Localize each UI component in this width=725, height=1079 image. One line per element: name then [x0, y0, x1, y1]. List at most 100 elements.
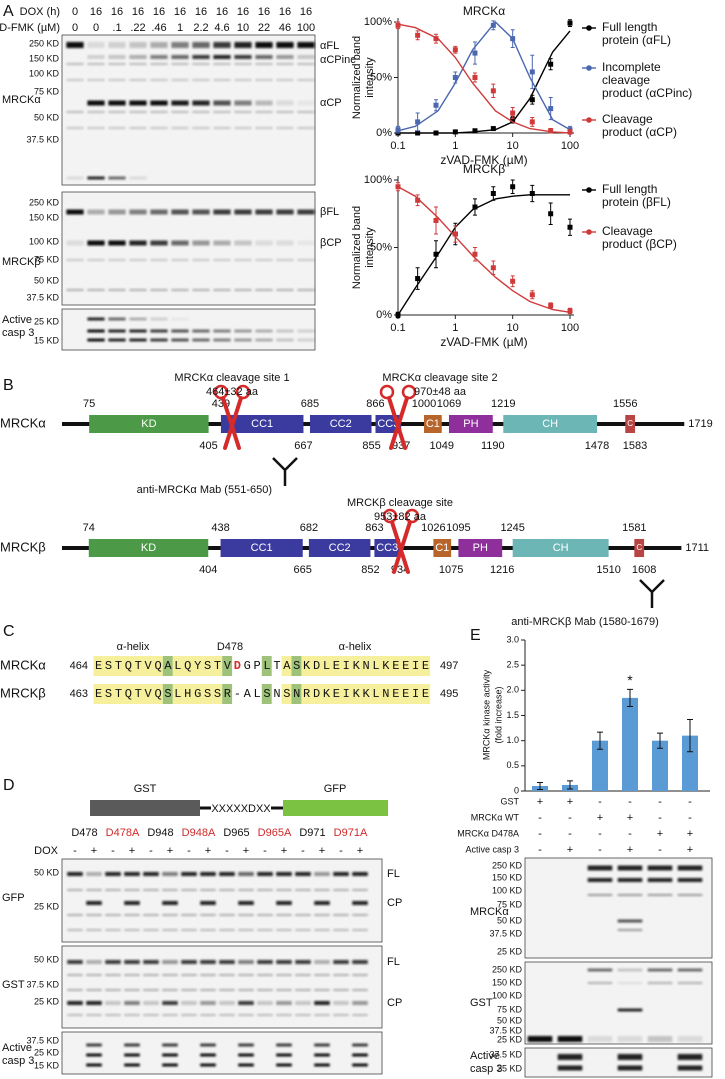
point [548, 61, 554, 67]
band [333, 1001, 349, 1005]
band [276, 79, 294, 81]
domain [88, 539, 209, 557]
marker-label: 75 KD [34, 86, 60, 96]
band [87, 63, 105, 65]
domain-name: CC2 [329, 542, 351, 554]
conserved-highlight [162, 684, 173, 704]
y-tick-label: 50% [370, 71, 392, 83]
band [617, 929, 643, 931]
band [257, 914, 273, 916]
helix-highlight [133, 684, 143, 704]
band [129, 100, 147, 106]
band [213, 63, 231, 65]
band-label: αCPinc [320, 54, 356, 66]
legend-label: Incomplete [602, 60, 661, 74]
residue: S [214, 687, 224, 701]
band [105, 989, 121, 991]
band [314, 1063, 330, 1067]
residue-number: 1556 [613, 398, 637, 410]
point [490, 126, 496, 132]
band [108, 338, 126, 342]
residue: T [115, 687, 125, 701]
residue: E [422, 687, 432, 701]
legend-label: protein (αFL) [602, 33, 671, 47]
condition-sign: - [688, 796, 692, 808]
band [192, 111, 210, 113]
residue: K [323, 687, 333, 701]
domain-name: C [636, 543, 642, 552]
band [213, 289, 231, 291]
condition-sign: + [567, 796, 573, 808]
band [352, 1014, 368, 1016]
band [171, 63, 189, 65]
residue: L [174, 687, 184, 701]
domain-name: PH [473, 542, 488, 554]
band [105, 1014, 121, 1016]
band [150, 100, 168, 106]
dox-sign: + [243, 845, 249, 857]
band [181, 889, 197, 891]
legend-label: protein (βFL) [602, 195, 671, 209]
scissors-handle [213, 384, 229, 400]
band [171, 79, 189, 81]
band [124, 889, 140, 891]
helix-highlight [182, 656, 193, 676]
residue: D [313, 687, 323, 701]
band [276, 289, 294, 291]
band [333, 872, 349, 876]
helix-highlight [93, 684, 104, 704]
band [295, 1014, 311, 1016]
blot-label: MRCKα [2, 94, 41, 106]
error-bar [687, 719, 693, 753]
zvad-value: 2.2 [193, 22, 208, 34]
band [617, 894, 643, 896]
y-tick-label: 0.5 [506, 760, 519, 770]
band [67, 872, 83, 876]
band [66, 240, 84, 246]
band [617, 982, 643, 984]
dox-value: 16 [216, 6, 228, 18]
band [124, 1053, 140, 1057]
y-axis-label: intensity [364, 227, 376, 268]
band [297, 63, 315, 65]
band [200, 901, 216, 905]
band [171, 55, 189, 59]
band [87, 289, 105, 291]
helix-highlight [410, 684, 421, 704]
band [234, 63, 252, 65]
band [108, 176, 126, 180]
band [647, 1036, 673, 1042]
residue: T [273, 659, 283, 673]
band [87, 100, 105, 106]
band [87, 42, 105, 48]
band [87, 329, 105, 333]
band [257, 872, 273, 876]
marker-label: 150 KD [29, 212, 60, 222]
residue: K [382, 659, 392, 673]
band [255, 240, 273, 246]
band [181, 929, 197, 931]
condition-sign: - [598, 796, 602, 808]
domain [433, 539, 452, 557]
site-range: 953±82 aa [374, 511, 427, 523]
band [143, 914, 159, 916]
helix-highlight [192, 684, 203, 704]
dox-sign: + [319, 845, 325, 857]
residue-number: 1216 [490, 564, 514, 576]
helix-highlight [370, 684, 381, 704]
helix-highlight [281, 656, 292, 676]
point [548, 128, 554, 134]
band [314, 914, 330, 916]
band [677, 1054, 703, 1060]
band [352, 974, 368, 976]
point [510, 36, 516, 42]
residue: H [184, 687, 194, 701]
domain [308, 539, 371, 557]
band [295, 929, 311, 931]
band [150, 289, 168, 291]
residue: I [343, 687, 353, 701]
band [86, 1063, 102, 1067]
panel-label: C [3, 623, 15, 640]
point [548, 303, 554, 309]
condition-sign: + [597, 812, 603, 824]
